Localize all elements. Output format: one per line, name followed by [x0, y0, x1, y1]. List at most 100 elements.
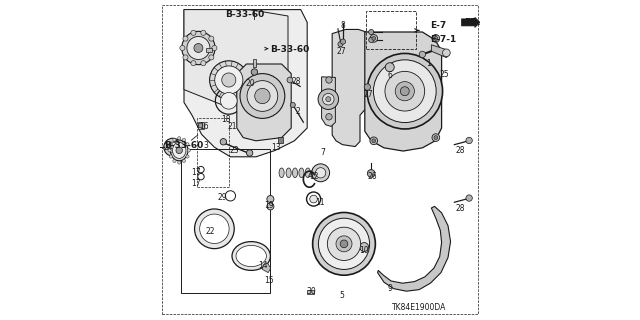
Text: 30: 30	[306, 287, 316, 296]
Text: 4: 4	[307, 171, 312, 180]
Text: 23: 23	[229, 146, 239, 155]
Circle shape	[336, 236, 352, 252]
Circle shape	[198, 123, 203, 128]
Circle shape	[267, 203, 274, 210]
Polygon shape	[184, 10, 288, 106]
Circle shape	[201, 61, 206, 66]
Bar	[307, 290, 314, 294]
Circle shape	[191, 61, 196, 66]
Bar	[206, 48, 212, 52]
Text: 28: 28	[456, 146, 465, 155]
Circle shape	[367, 170, 375, 177]
Circle shape	[173, 138, 176, 141]
Text: B-33-60: B-33-60	[270, 45, 310, 54]
Circle shape	[186, 155, 189, 158]
Circle shape	[221, 73, 236, 87]
Ellipse shape	[173, 142, 186, 158]
Text: 16: 16	[199, 122, 209, 131]
Circle shape	[466, 195, 472, 201]
Text: 9: 9	[388, 284, 393, 293]
Circle shape	[312, 164, 330, 182]
Ellipse shape	[279, 168, 284, 178]
Circle shape	[191, 30, 196, 35]
Polygon shape	[332, 29, 371, 147]
Circle shape	[183, 36, 188, 41]
Circle shape	[340, 240, 348, 248]
Text: 28: 28	[456, 204, 465, 213]
Circle shape	[247, 81, 278, 111]
Circle shape	[466, 137, 472, 144]
Ellipse shape	[299, 168, 304, 178]
Circle shape	[209, 36, 214, 41]
Circle shape	[385, 71, 425, 111]
Text: TK84E1900DA: TK84E1900DA	[392, 303, 446, 312]
Circle shape	[173, 159, 176, 163]
Circle shape	[323, 93, 334, 105]
Circle shape	[369, 37, 374, 43]
Text: 19: 19	[264, 201, 274, 210]
Polygon shape	[365, 32, 442, 151]
Circle shape	[290, 102, 295, 108]
Bar	[197, 118, 229, 187]
Circle shape	[164, 138, 182, 156]
Circle shape	[182, 31, 215, 65]
Polygon shape	[322, 77, 335, 126]
Text: E-7-1: E-7-1	[430, 36, 457, 44]
Text: 12: 12	[309, 172, 318, 181]
Circle shape	[168, 142, 178, 152]
Text: 11: 11	[316, 198, 325, 207]
Circle shape	[316, 168, 326, 178]
Text: 15: 15	[264, 276, 275, 285]
Text: 24: 24	[163, 143, 173, 152]
Circle shape	[287, 77, 293, 83]
Circle shape	[170, 143, 173, 146]
Circle shape	[188, 149, 191, 152]
Circle shape	[220, 139, 227, 145]
Text: E-7: E-7	[430, 21, 447, 30]
Polygon shape	[378, 206, 451, 291]
Ellipse shape	[292, 168, 298, 178]
Circle shape	[338, 42, 343, 47]
Circle shape	[178, 161, 180, 164]
Circle shape	[178, 137, 180, 140]
Circle shape	[434, 36, 438, 40]
Circle shape	[215, 66, 243, 94]
Circle shape	[370, 35, 378, 42]
Text: FR.: FR.	[464, 18, 481, 27]
Ellipse shape	[312, 168, 317, 178]
Circle shape	[312, 212, 375, 275]
Text: 10: 10	[359, 246, 369, 255]
Circle shape	[201, 30, 206, 35]
Text: 29: 29	[218, 193, 227, 202]
Text: 18: 18	[221, 115, 230, 124]
Circle shape	[176, 147, 182, 154]
Circle shape	[209, 55, 214, 60]
Circle shape	[194, 44, 203, 52]
Circle shape	[326, 114, 332, 120]
Circle shape	[170, 155, 173, 158]
Circle shape	[195, 209, 234, 249]
Text: B-33-60: B-33-60	[225, 10, 264, 19]
Circle shape	[434, 136, 438, 140]
Ellipse shape	[232, 242, 270, 270]
Circle shape	[432, 134, 440, 141]
Circle shape	[374, 60, 436, 123]
Circle shape	[267, 196, 274, 203]
Ellipse shape	[286, 168, 291, 178]
Polygon shape	[237, 64, 291, 141]
Ellipse shape	[170, 140, 188, 161]
Text: 2: 2	[295, 108, 300, 116]
Text: 27: 27	[337, 47, 346, 56]
Text: 5: 5	[339, 291, 344, 300]
Text: 7: 7	[320, 148, 325, 157]
Polygon shape	[262, 263, 271, 273]
Text: 1: 1	[426, 60, 431, 68]
Text: 27: 27	[363, 90, 373, 99]
Circle shape	[367, 53, 443, 129]
Circle shape	[385, 63, 394, 72]
Text: 28: 28	[291, 77, 301, 86]
Text: 14: 14	[258, 261, 268, 270]
Circle shape	[419, 51, 426, 58]
Circle shape	[200, 214, 229, 244]
Text: 26: 26	[367, 172, 377, 181]
